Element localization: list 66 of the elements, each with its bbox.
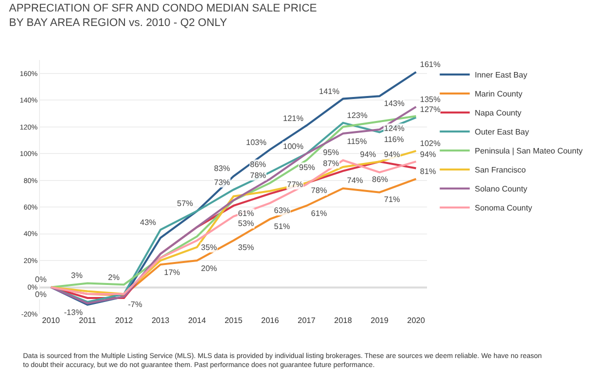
data-label: 87% [323, 159, 340, 168]
data-label: 81% [420, 167, 436, 176]
data-label: 95% [323, 148, 340, 157]
data-label: 86% [372, 175, 388, 184]
x-tick-label: 2020 [407, 316, 426, 325]
legend-label: Inner East Bay [474, 70, 528, 80]
data-label: 74% [347, 176, 364, 185]
legend-label: Sonoma County [474, 204, 532, 213]
data-label: 94% [384, 150, 400, 159]
data-label: 61% [238, 209, 254, 218]
chart-title: APPRECIATION OF SFR AND CONDO MEDIAN SALE PRICE BY BAY AREA REGION vs. 2010 - Q2 ONLY [9, 2, 317, 29]
data-label: 0% [35, 275, 47, 284]
data-label: 124% [384, 124, 404, 133]
data-label: 141% [319, 87, 340, 96]
data-label: 51% [274, 222, 290, 231]
x-tick-label: 2011 [78, 316, 97, 325]
data-label: -13% [64, 308, 83, 317]
legend-label: Napa County [474, 108, 522, 118]
x-tick-label: 2018 [334, 316, 352, 325]
data-label: 127% [420, 105, 440, 114]
data-label: 86% [250, 160, 266, 169]
data-label: 57% [177, 199, 194, 208]
data-label: 95% [299, 163, 316, 172]
data-label: 115% [347, 137, 367, 146]
x-tick-label: 2015 [224, 316, 243, 325]
data-label: 102% [420, 139, 440, 148]
legend-label: San Francisco [474, 166, 526, 175]
data-label: -7% [128, 300, 142, 309]
x-tick-label: 2017 [298, 316, 316, 325]
data-label: 143% [384, 99, 404, 108]
data-label: 161% [420, 60, 440, 69]
data-label: 135% [420, 95, 440, 104]
x-tick-label: 2016 [261, 316, 280, 325]
x-tick-label: 2019 [370, 316, 389, 325]
x-tick-label: 2013 [152, 316, 170, 325]
data-label: 121% [283, 114, 304, 123]
data-label: 73% [214, 178, 230, 187]
data-label: 94% [360, 150, 376, 159]
data-label: 61% [311, 209, 328, 218]
data-label: 53% [238, 219, 254, 228]
legend-label: Marin County [474, 90, 522, 99]
legend-label: Peninsula | San Mateo County [474, 146, 583, 156]
data-label: 43% [140, 218, 156, 227]
x-tick-label: 2010 [42, 316, 60, 325]
data-label: 77% [287, 180, 304, 189]
data-label: 103% [246, 138, 266, 147]
data-label: 17% [164, 268, 180, 277]
data-label: 123% [347, 111, 368, 120]
x-tick-label: 2014 [188, 316, 206, 325]
data-label: 116% [384, 135, 404, 144]
data-label: 94% [420, 150, 436, 159]
data-label: 35% [238, 243, 254, 252]
data-label: 3% [71, 271, 83, 280]
x-tick-label: 2012 [115, 316, 134, 325]
data-label: 100% [283, 142, 304, 151]
data-label: 63% [274, 206, 290, 215]
data-label: 20% [201, 264, 218, 273]
data-label: 2% [108, 273, 120, 282]
data-label: 83% [214, 164, 230, 173]
data-label: 0% [35, 290, 47, 299]
data-label: 78% [311, 186, 328, 195]
legend-label: Solano County [474, 184, 528, 194]
data-label: 78% [250, 171, 266, 180]
data-label: 71% [384, 195, 400, 204]
legend-label: Outer East Bay [474, 128, 529, 137]
data-label: 35% [201, 243, 218, 252]
